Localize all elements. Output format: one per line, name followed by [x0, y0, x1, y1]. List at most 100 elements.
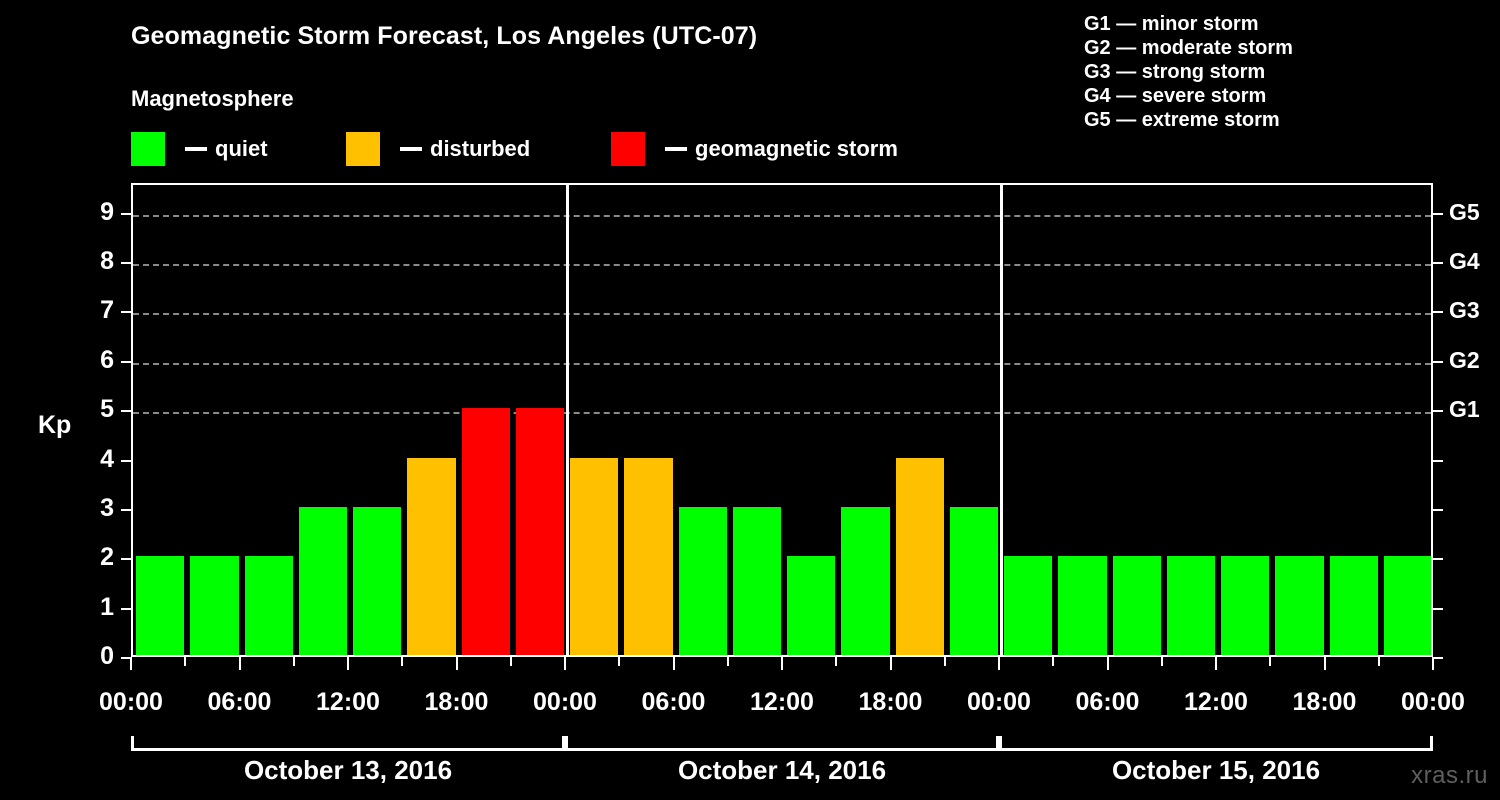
bar[interactable] [570, 457, 619, 655]
day-label: October 15, 2016 [1111, 755, 1321, 785]
legend-entry-geomagnetic-storm: geomagnetic storm [611, 131, 898, 167]
y-tick-left-7 [121, 311, 131, 314]
y-tick-label-G3: G3 [1449, 297, 1480, 324]
bar[interactable] [298, 506, 347, 655]
x-tick-label: 00:00 [533, 688, 597, 716]
x-tick [1269, 657, 1272, 666]
x-tick [1106, 657, 1109, 670]
x-tick [455, 657, 458, 670]
bar[interactable] [1004, 556, 1053, 655]
x-tick [618, 657, 621, 666]
bar[interactable] [1058, 556, 1107, 655]
gscale-legend: G1 — minor storm G2 — moderate storm G3 — … [1066, 12, 1486, 132]
gridline-kp-6 [133, 362, 1431, 365]
y-tick-left-8 [121, 262, 131, 264]
x-tick-label: 12:00 [750, 688, 814, 716]
y-tick-right-6 [1433, 360, 1443, 363]
bar[interactable] [841, 506, 890, 655]
x-tick [1160, 657, 1163, 666]
x-tick [564, 657, 566, 670]
x-tick [1323, 657, 1326, 670]
bar[interactable] [190, 556, 239, 655]
bar[interactable] [1329, 556, 1378, 655]
legend-label: geomagnetic storm [695, 136, 898, 161]
legend-entry-disturbed: disturbed [346, 131, 530, 167]
y-tick-label-G5: G5 [1449, 198, 1480, 225]
bar[interactable] [515, 408, 564, 655]
bar[interactable] [787, 556, 836, 655]
gridline-kp-9 [133, 214, 1431, 217]
gscale-row-2: G2 — moderate storm [1084, 37, 1293, 59]
gscale-row-3: G3 — strong storm [1084, 61, 1266, 83]
x-tick-label: 18:00 [424, 688, 489, 716]
y-tick-left-1 [121, 607, 131, 610]
x-tick-label: 00:00 [967, 688, 1031, 716]
bar[interactable] [949, 506, 998, 655]
x-tick-label: 00:00 [99, 688, 163, 716]
x-tick [347, 657, 349, 670]
y-tick-right-7 [1433, 311, 1443, 314]
bar[interactable] [1112, 556, 1161, 655]
y-axis-title: Kp [38, 411, 72, 439]
x-tick [889, 657, 892, 670]
x-tick [130, 657, 132, 670]
plot-area [131, 183, 1433, 657]
y-tick-label-4: 4 [100, 444, 114, 473]
x-tick [509, 657, 512, 666]
legend-dash-icon [185, 147, 207, 151]
y-tick-label-8: 8 [100, 247, 114, 275]
x-tick-label: 12:00 [1184, 688, 1248, 716]
y-tick-label-G1: G1 [1449, 396, 1480, 423]
page-title: Geomagnetic Storm Forecast, Los Angeles … [131, 22, 758, 50]
x-tick-label: 06:00 [641, 688, 706, 716]
x-tick [943, 657, 946, 666]
bar[interactable] [461, 408, 510, 655]
x-tick-label: 06:00 [1075, 688, 1140, 716]
y-tick-label-5: 5 [100, 395, 114, 424]
day-bracket [999, 736, 1433, 751]
day-divider [999, 185, 1003, 655]
bar[interactable] [136, 556, 185, 655]
y-tick-right-1 [1433, 607, 1443, 610]
y-tick-label-9: 9 [100, 197, 114, 226]
bar[interactable] [244, 556, 293, 655]
y-tick-right-5 [1433, 410, 1443, 413]
gscale-row-4: G4 — severe storm [1084, 85, 1267, 107]
x-tick [726, 657, 729, 666]
y-tick-left-5 [121, 410, 131, 413]
y-tick-right-3 [1433, 508, 1443, 511]
bar[interactable] [1275, 556, 1324, 655]
gscale-row-1: G1 — minor storm [1084, 13, 1259, 35]
legend-entry-quiet: quiet [131, 131, 268, 167]
x-tick-label: 12:00 [316, 688, 380, 716]
bar[interactable] [1383, 556, 1431, 655]
legend-label: disturbed [430, 136, 531, 161]
bar[interactable] [624, 457, 673, 655]
x-tick [238, 657, 241, 670]
x-tick [401, 657, 404, 666]
bar[interactable] [1166, 556, 1215, 655]
y-tick-label-G2: G2 [1449, 346, 1480, 373]
y-tick-label-7: 7 [100, 296, 114, 325]
y-tick-label-3: 3 [100, 493, 114, 522]
bar[interactable] [353, 506, 402, 655]
day-label: October 13, 2016 [243, 755, 453, 785]
bar[interactable] [895, 457, 944, 655]
x-tick [1215, 657, 1217, 670]
legend-dash-icon [665, 147, 687, 151]
bar[interactable] [1221, 556, 1270, 655]
x-tick [1432, 657, 1434, 670]
gscale-row-5: G5 — extreme storm [1084, 109, 1280, 131]
x-tick [672, 657, 675, 670]
y-tick-right-2 [1433, 558, 1443, 561]
x-tick [781, 657, 783, 670]
section-label-magnetosphere: Magnetosphere [131, 86, 294, 111]
legend-swatch-disturbed [346, 132, 380, 166]
bar[interactable] [407, 457, 456, 655]
legend-label: quiet [215, 136, 268, 161]
bar[interactable] [678, 506, 727, 655]
x-tick [1052, 657, 1055, 666]
x-tick [184, 657, 187, 666]
bar[interactable] [732, 506, 781, 655]
